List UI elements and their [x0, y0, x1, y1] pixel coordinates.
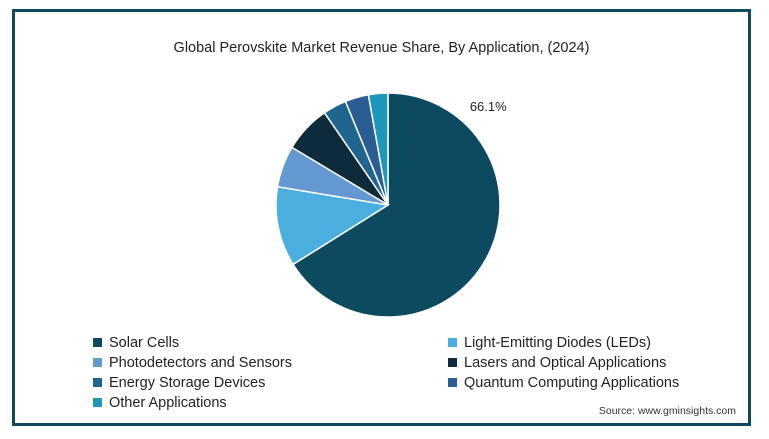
pie-chart: 66.1%	[275, 92, 507, 318]
legend-swatch	[93, 338, 102, 347]
legend-label: Quantum Computing Applications	[464, 374, 680, 391]
legend-label: Other Applications	[109, 394, 227, 411]
legend-label: Solar Cells	[109, 334, 180, 351]
legend-swatch	[448, 358, 457, 367]
pie-slice-light-emitting-diodes-leds	[275, 185, 391, 266]
source-note: Source: www.gminsights.com	[598, 405, 736, 417]
legend-item-0: Solar Cells	[93, 333, 448, 352]
legend-item-3: Lasers and Optical Applications	[448, 353, 738, 372]
legend-label: Lasers and Optical Applications	[464, 354, 667, 371]
legend-label: Light-Emitting Diodes (LEDs)	[464, 334, 651, 351]
legend-label: Energy Storage Devices	[109, 374, 266, 391]
pie-slice-solar-cells	[292, 92, 501, 318]
data-label-0: 66.1%	[470, 99, 507, 114]
legend-item-5: Quantum Computing Applications	[448, 373, 738, 392]
legend-item-2: Photodetectors and Sensors	[93, 353, 448, 372]
pie-slice-other-applications	[367, 92, 389, 206]
legend-item-6: Other Applications	[93, 393, 448, 412]
legend-item-1: Light-Emitting Diodes (LEDs)	[448, 333, 738, 352]
legend-swatch	[448, 338, 457, 347]
chart-title: Global Perovskite Market Revenue Share, …	[173, 40, 590, 56]
legend-swatch	[93, 398, 102, 407]
legend-label: Photodetectors and Sensors	[109, 354, 292, 371]
chart-legend: Solar Cells Light-Emitting Diodes (LEDs) P…	[93, 333, 733, 412]
legend-swatch	[448, 378, 457, 387]
legend-swatch	[93, 358, 102, 367]
chart-frame: Global Perovskite Market Revenue Share, …	[12, 9, 751, 426]
legend-swatch	[93, 378, 102, 387]
legend-item-4: Energy Storage Devices	[93, 373, 448, 392]
